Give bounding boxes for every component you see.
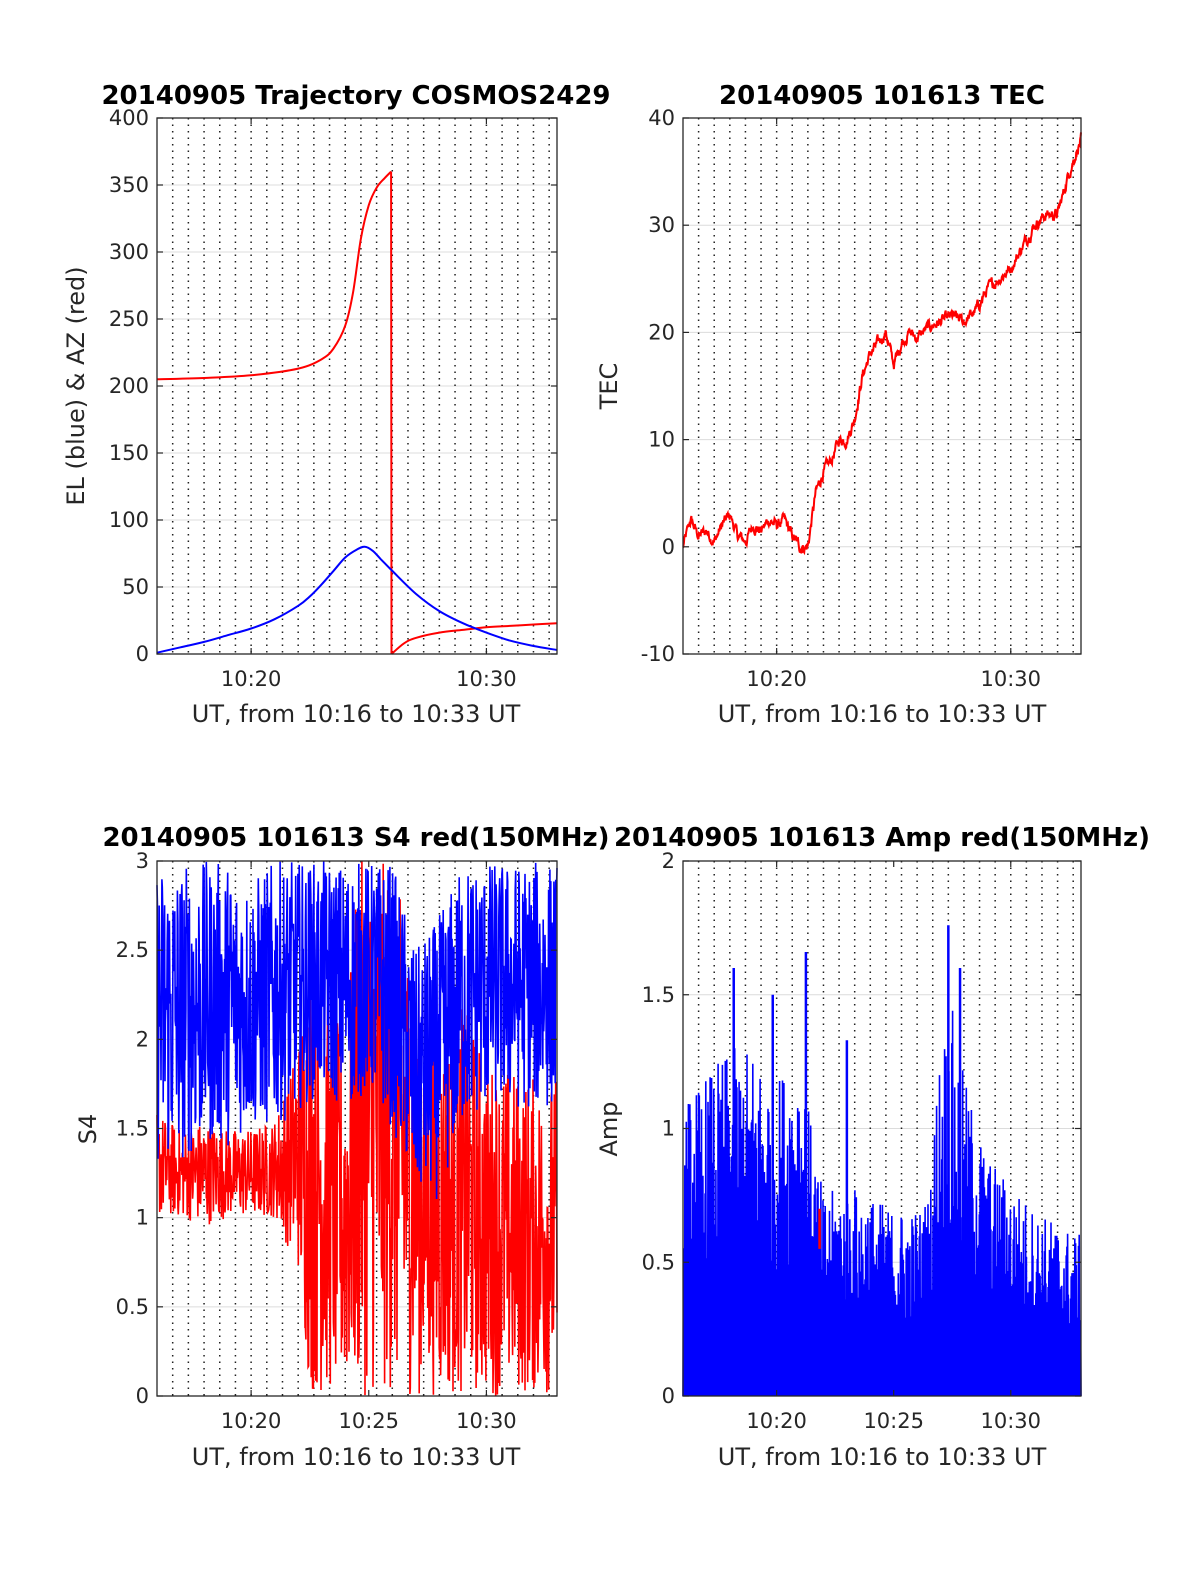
tec-ytick-label: 20 xyxy=(648,320,675,344)
s4-ylabel: S4 xyxy=(74,1114,102,1145)
s4-ytick-label: 1.5 xyxy=(116,1117,149,1141)
s4-xtick-label: 10:20 xyxy=(221,1409,282,1433)
trajectory-ytick-label: 250 xyxy=(109,307,149,331)
trajectory-ytick-label: 50 xyxy=(122,575,149,599)
tec-grid xyxy=(683,117,1081,655)
trajectory-chart: 0 50 100 150 200 250 300 350 400 10:20 10:30 20140… xyxy=(62,81,611,728)
trajectory-grid xyxy=(157,117,557,655)
trajectory-ytick-label: 300 xyxy=(109,240,149,264)
trajectory-title: 20140905 Trajectory COSMOS2429 xyxy=(101,81,610,111)
trajectory-ytick-label: 0 xyxy=(136,642,149,666)
trajectory-series-0-line xyxy=(156,170,392,381)
amp-xlabel: UT, from 10:16 to 10:33 UT xyxy=(718,1443,1047,1471)
s4-xlabel: UT, from 10:16 to 10:33 UT xyxy=(192,1443,521,1471)
trajectory-ytick-label: 350 xyxy=(109,173,149,197)
tec-series-0-line xyxy=(682,132,1082,556)
amp-xtick-label: 10:25 xyxy=(863,1409,924,1433)
trajectory-ytick-label: 200 xyxy=(109,374,149,398)
tec-ticks: -10 0 10 20 30 40 10:20 10:30 xyxy=(641,106,1081,691)
s4-ytick-label: 1 xyxy=(136,1206,149,1230)
trajectory-series xyxy=(156,170,558,655)
trajectory-ylabel: EL (blue) & AZ (red) xyxy=(62,266,90,505)
s4-xtick-label: 10:30 xyxy=(456,1409,517,1433)
amp-ytick-label: 0.5 xyxy=(642,1250,675,1274)
s4-series-1-line xyxy=(156,861,558,1200)
amp-ticks: 0 0.5 1 1.5 2 10:20 10:25 10:30 xyxy=(642,849,1081,1433)
trajectory-series-3-line xyxy=(156,545,558,654)
s4-series xyxy=(156,861,558,1396)
amp-chart: 0 0.5 1 1.5 2 10:20 10:25 10:30 20140905 101613… xyxy=(595,823,1150,1471)
s4-chart: 0 0.5 1 1.5 2 2.5 3 10:20 10:25 10:30 20140905 10… xyxy=(74,823,610,1471)
tec-chart: -10 0 10 20 30 40 10:20 10:30 20140905 101613 T… xyxy=(595,81,1082,728)
amp-xtick-label: 10:20 xyxy=(746,1409,807,1433)
tec-xtick-label: 10:20 xyxy=(746,667,807,691)
amp-ylabel: Amp xyxy=(595,1101,623,1156)
amp-ytick-label: 0 xyxy=(662,1384,675,1408)
tec-ytick-label: 10 xyxy=(648,428,675,452)
tec-axes-frame xyxy=(682,117,1082,655)
trajectory-ticks: 0 50 100 150 200 250 300 350 400 10:20 10:30 xyxy=(109,106,557,691)
amp-series-0-line xyxy=(682,1010,1082,1397)
amp-title: 20140905 101613 Amp red(150MHz) xyxy=(614,823,1150,853)
s4-xtick-label: 10:25 xyxy=(338,1409,399,1433)
tec-ytick-label: 40 xyxy=(648,106,675,130)
s4-title: 20140905 101613 S4 red(150MHz) xyxy=(102,823,609,853)
tec-ytick-label: 30 xyxy=(648,213,675,237)
s4-ytick-label: 2 xyxy=(136,1027,149,1051)
s4-ytick-label: 0.5 xyxy=(116,1295,149,1319)
trajectory-xtick-label: 10:20 xyxy=(221,667,282,691)
amp-series xyxy=(682,925,1082,1397)
trajectory-xlabel: UT, from 10:16 to 10:33 UT xyxy=(192,700,521,728)
tec-series xyxy=(682,132,1082,556)
s4-ticks: 0 0.5 1 1.5 2 2.5 3 10:20 10:25 10:30 xyxy=(116,849,557,1433)
s4-ytick-label: 2.5 xyxy=(116,938,149,962)
amp-xtick-label: 10:30 xyxy=(980,1409,1041,1433)
tec-title: 20140905 101613 TEC xyxy=(719,81,1045,111)
s4-ytick-label: 3 xyxy=(136,849,149,873)
tec-xlabel: UT, from 10:16 to 10:33 UT xyxy=(718,700,1047,728)
tec-xtick-label: 10:30 xyxy=(980,667,1041,691)
trajectory-xtick-label: 10:30 xyxy=(456,667,517,691)
trajectory-ytick-label: 400 xyxy=(109,106,149,130)
trajectory-series-2-line xyxy=(390,622,558,655)
trajectory-ytick-label: 100 xyxy=(109,508,149,532)
s4-ytick-label: 0 xyxy=(136,1384,149,1408)
trajectory-ytick-label: 150 xyxy=(109,441,149,465)
tec-ylabel: TEC xyxy=(595,363,623,411)
amp-ytick-label: 2 xyxy=(662,849,675,873)
amp-ytick-label: 1 xyxy=(662,1117,675,1141)
tec-ytick-label: -10 xyxy=(641,642,675,666)
tec-ytick-label: 0 xyxy=(662,535,675,559)
amp-ytick-label: 1.5 xyxy=(642,983,675,1007)
